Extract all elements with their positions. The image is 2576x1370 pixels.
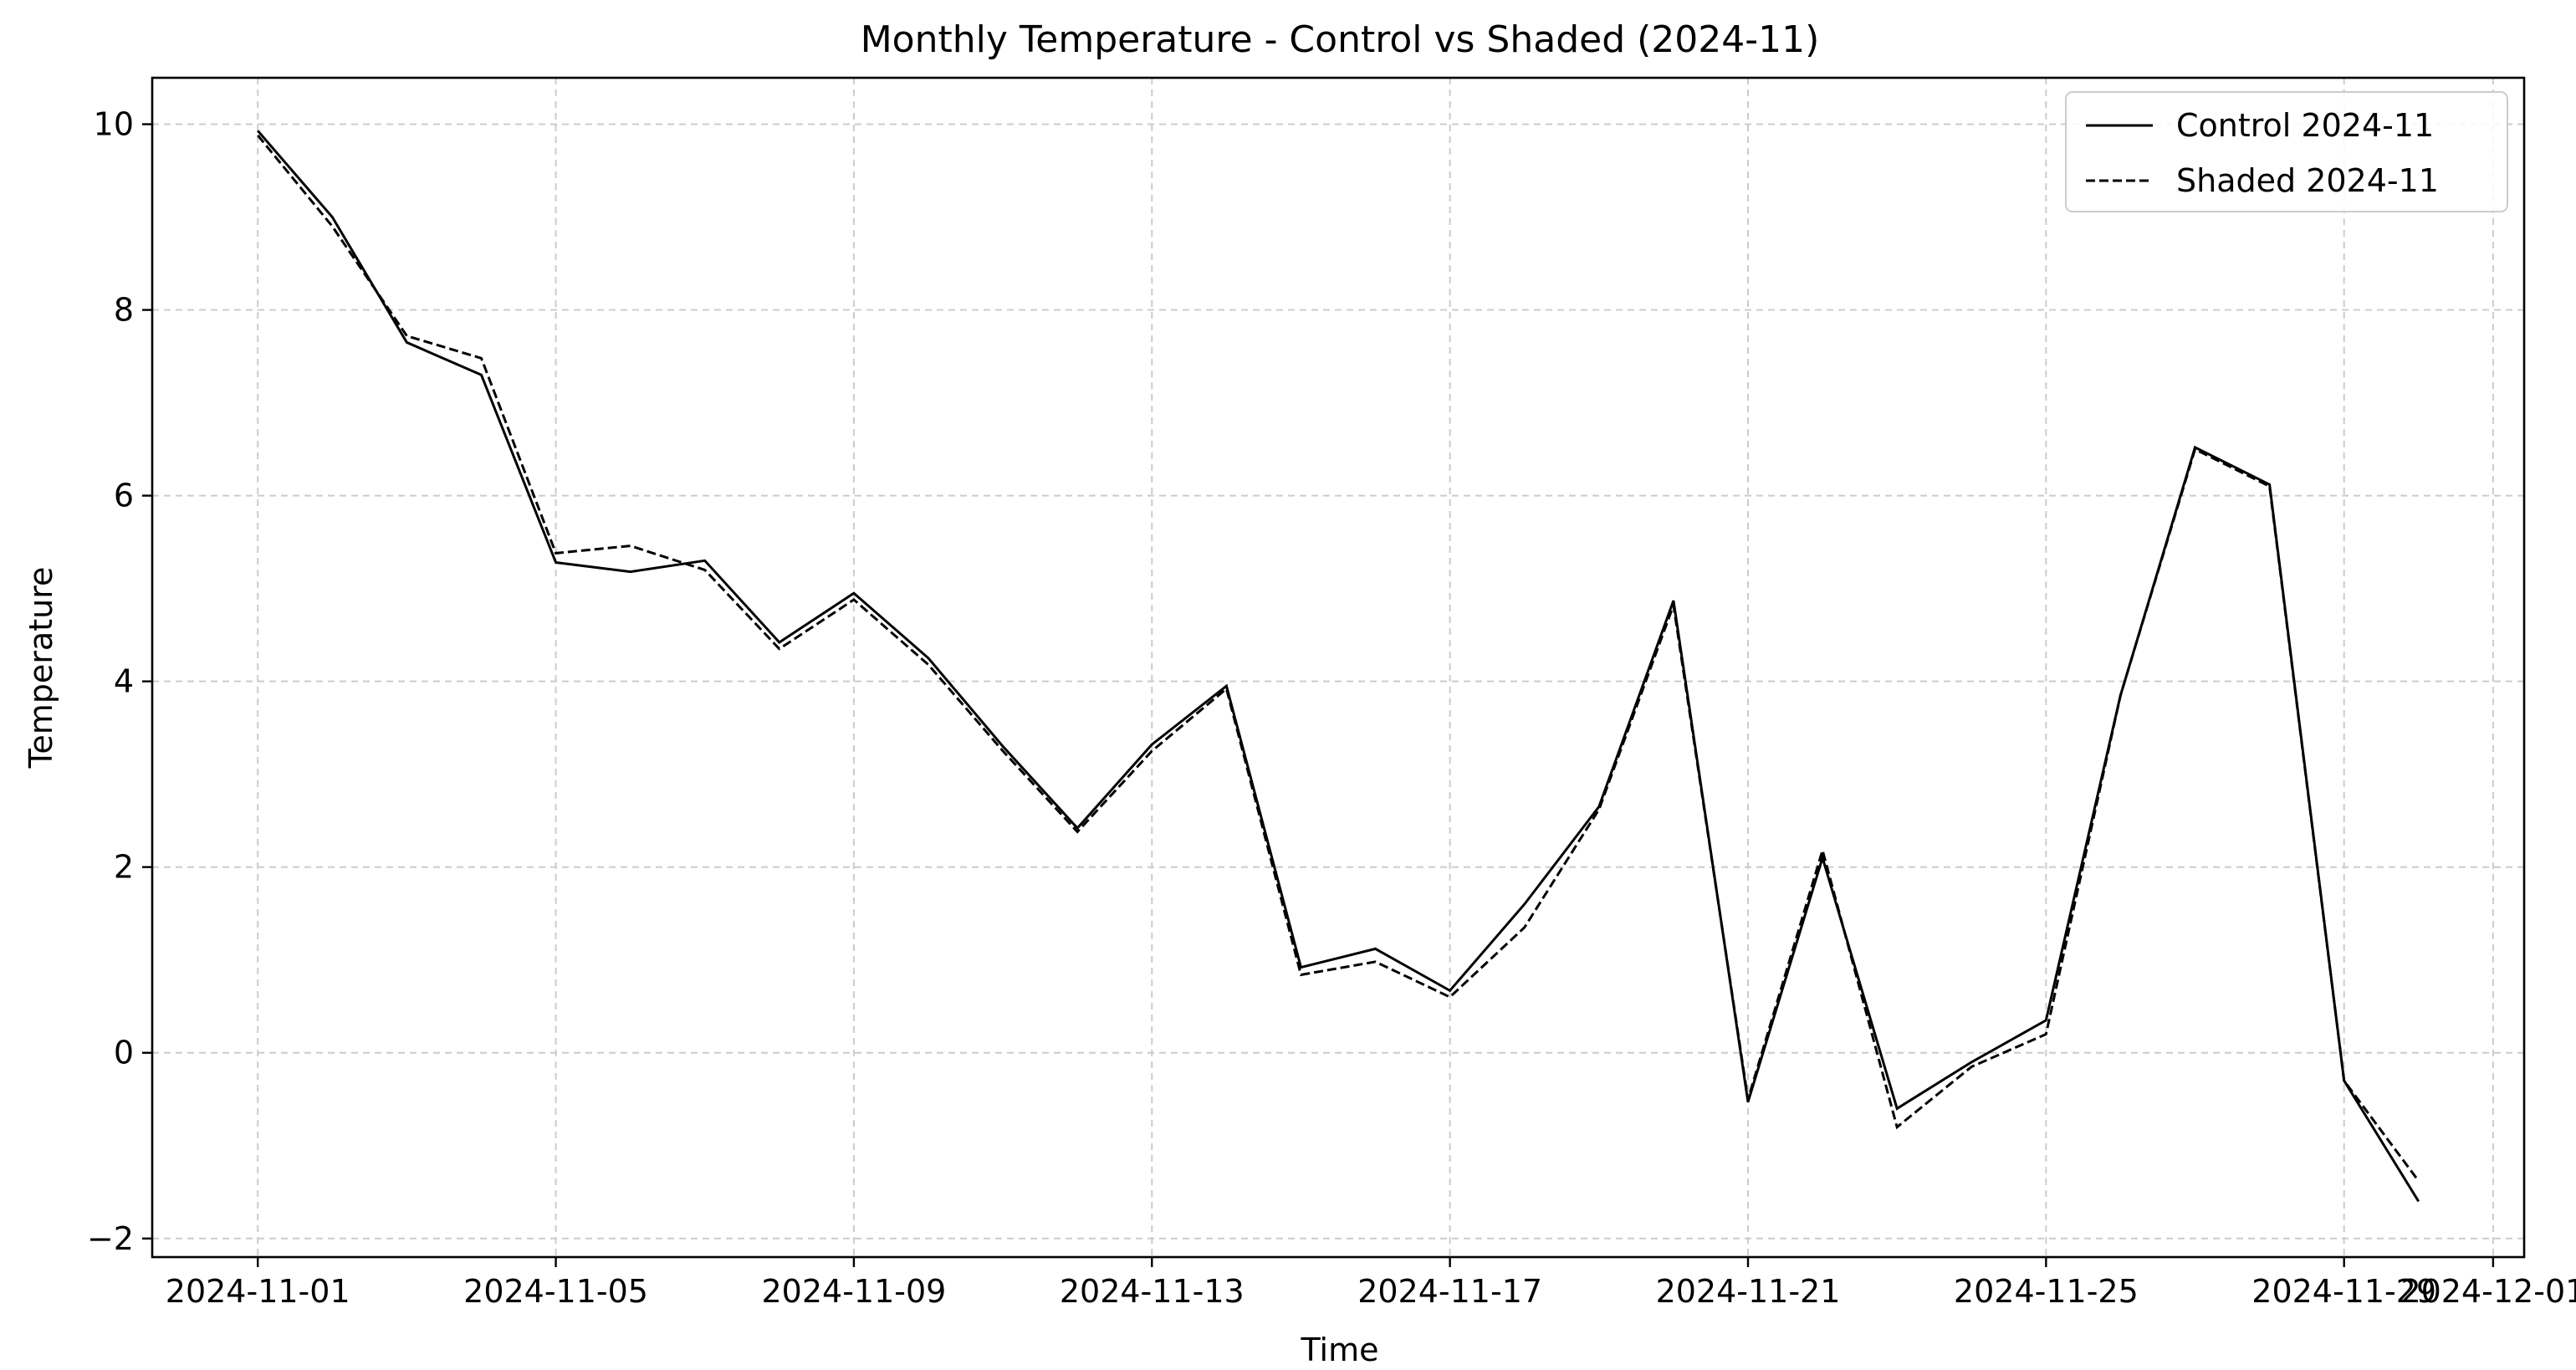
y-tick-label: 6 (114, 478, 134, 514)
y-tick-label: 2 (114, 849, 134, 886)
x-tick-label: 2024-11-29 (2251, 1273, 2436, 1310)
x-tick-label: 2024-11-17 (1357, 1273, 1542, 1310)
y-tick-label: −2 (87, 1220, 134, 1257)
legend-box (2065, 91, 2508, 212)
series-line-1 (257, 130, 2420, 1203)
x-tick-label: 2024-11-09 (761, 1273, 946, 1310)
x-tick-label: 2024-12-01 (2400, 1273, 2576, 1310)
chart-title: Monthly Temperature - Control vs Shaded … (861, 18, 1820, 61)
legend-label-1: Control 2024-11 (2176, 107, 2434, 144)
y-axis-ticks: −2 0 2 4 6 8 10 (87, 106, 152, 1257)
y-tick-label: 8 (114, 292, 134, 329)
x-axis-ticks: 2024-11-01 2024-11-05 2024-11-09 2024-11-13… (166, 1257, 2576, 1310)
x-tick-label: 2024-11-13 (1060, 1273, 1245, 1310)
x-tick-label: 2024-11-05 (463, 1273, 648, 1310)
legend: Control 2024-11 Shaded 2024-11 (2065, 91, 2508, 212)
series-lines (257, 130, 2420, 1203)
legend-label-2: Shaded 2024-11 (2176, 162, 2439, 199)
x-tick-label: 2024-11-01 (166, 1273, 350, 1310)
y-tick-label: 0 (114, 1035, 134, 1071)
x-tick-label: 2024-11-25 (1954, 1273, 2139, 1310)
y-tick-label: 10 (94, 106, 134, 143)
plot-frame (151, 76, 2526, 1259)
x-axis-label: Time (1301, 1332, 1379, 1368)
y-tick-label: 4 (114, 663, 134, 700)
grid (152, 78, 2524, 1257)
x-tick-label: 2024-11-21 (1656, 1273, 1841, 1310)
y-axis-label: Temperature (23, 567, 59, 769)
